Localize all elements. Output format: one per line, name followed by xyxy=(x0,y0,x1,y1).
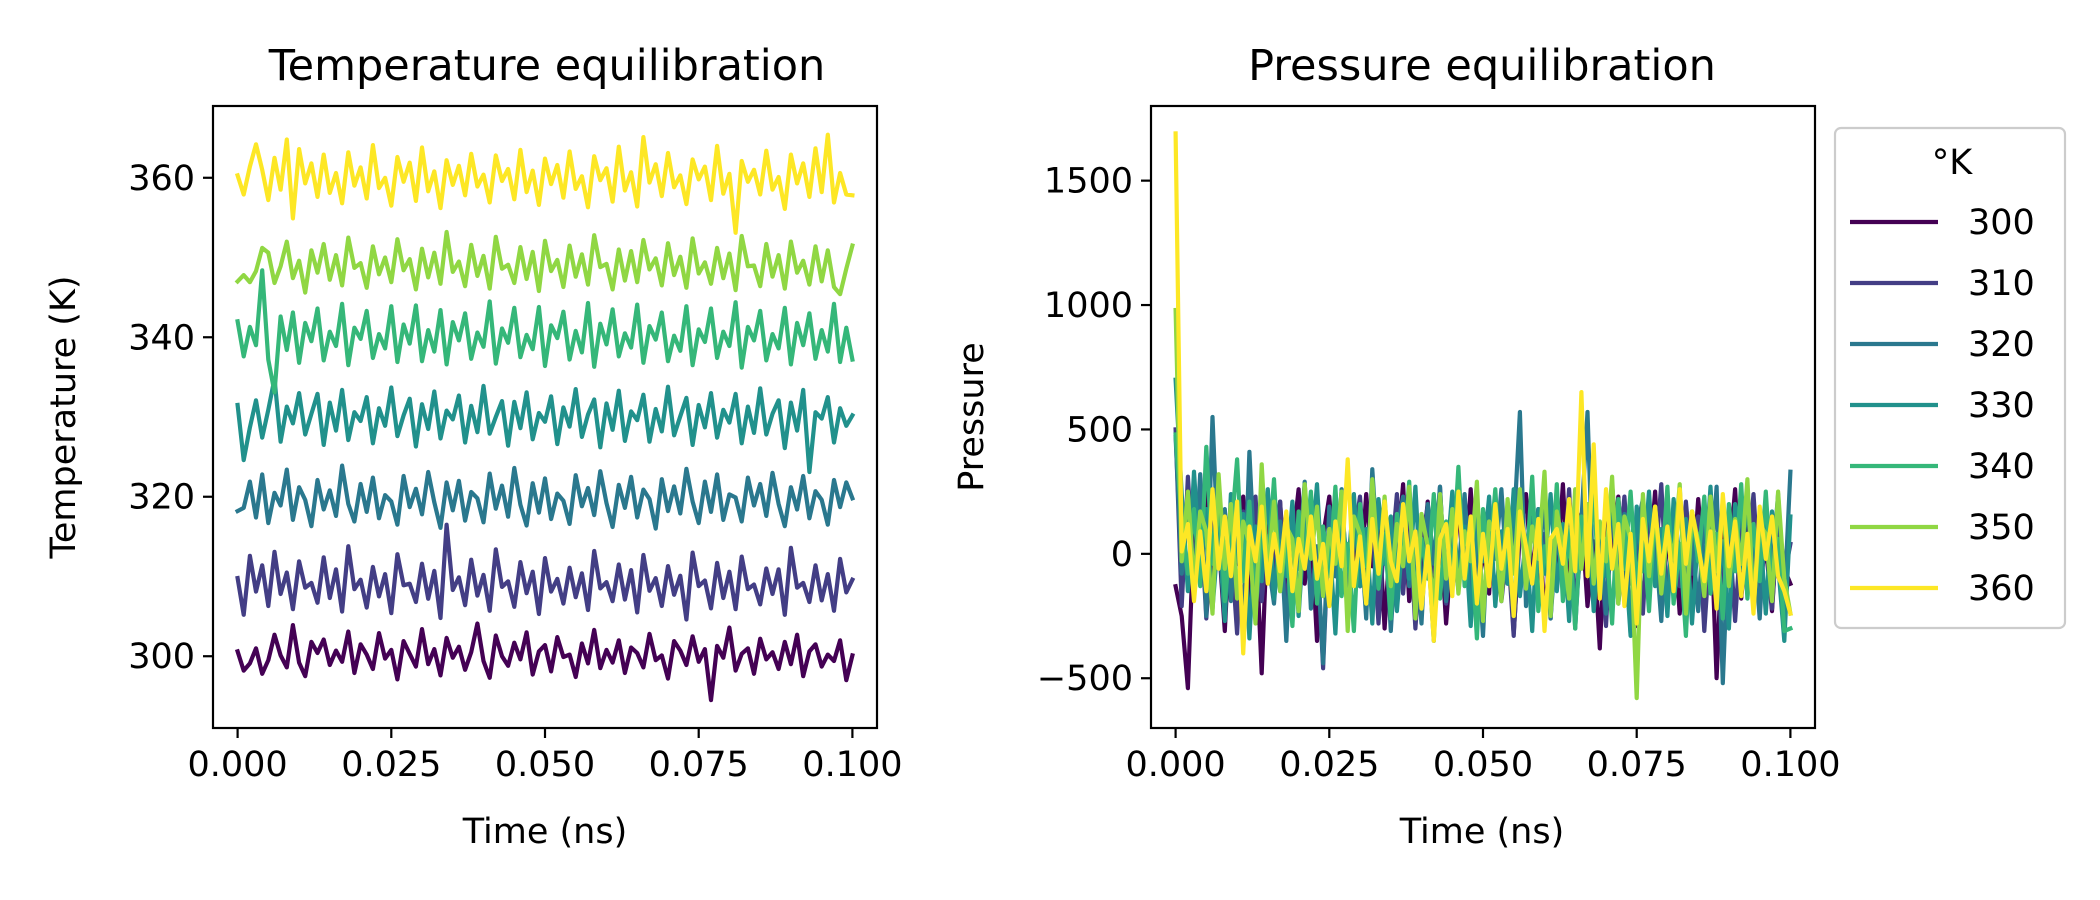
pressure-x-tick-label: 0.075 xyxy=(1587,745,1687,785)
temperature-series-line-310 xyxy=(235,522,856,622)
legend-title: °K xyxy=(1932,143,1974,183)
legend-label-340: 340 xyxy=(1968,447,2035,487)
legend-label-320: 320 xyxy=(1968,325,2035,365)
temperature-x-tick-label: 0.025 xyxy=(341,745,441,785)
pressure-x-tick-label: 0.100 xyxy=(1740,745,1840,785)
temperature-series-line-300 xyxy=(234,621,855,703)
temperature-plot-area xyxy=(234,132,856,703)
pressure-y-tick-label: 1000 xyxy=(1044,286,1133,326)
temperature-x-tick-label: 0.075 xyxy=(649,745,749,785)
legend-label-300: 300 xyxy=(1968,203,2035,243)
legend-label-360: 360 xyxy=(1968,569,2035,609)
pressure-y-axis-label: Pressure xyxy=(952,342,992,491)
temperature-y-tick-label: 300 xyxy=(128,637,195,677)
pressure-y-tick-label: 500 xyxy=(1066,410,1133,450)
pressure-panel: Pressure equilibration 0.000 0.025 0.050 0.… xyxy=(952,41,1841,852)
temperature-chart-title: Temperature equilibration xyxy=(268,41,826,91)
pressure-y-tick-label: 0 xyxy=(1111,535,1133,575)
temperature-series-line-320 xyxy=(234,463,856,531)
temperature-panel: Temperature equilibration 0.000 0.025 0.05… xyxy=(44,41,903,852)
legend-label-310: 310 xyxy=(1968,264,2035,304)
temperature-x-tick-label: 0.050 xyxy=(495,745,595,785)
temperature-x-tick-label: 0.000 xyxy=(187,745,287,785)
temperature-series-line-350 xyxy=(234,229,855,297)
pressure-x-axis-label: Time (ns) xyxy=(1399,812,1565,852)
legend-label-350: 350 xyxy=(1968,508,2035,548)
temperature-y-tick-label: 360 xyxy=(128,159,195,199)
legend-entries: 300 310 320 330 340 350 360 xyxy=(1850,203,2035,609)
temperature-y-tick-label: 340 xyxy=(128,318,195,358)
pressure-y-axis: −500 0 500 1000 1500 xyxy=(1037,162,1151,699)
legend: °K 300 310 320 330 340 350 360 xyxy=(1833,126,2067,630)
pressure-y-tick-label: −500 xyxy=(1037,659,1133,699)
temperature-series-line-330 xyxy=(235,376,856,475)
pressure-plot-area xyxy=(1173,131,1794,701)
temperature-y-axis: 300 320 340 360 xyxy=(128,159,213,677)
pressure-x-tick-label: 0.050 xyxy=(1433,745,1533,785)
pressure-x-tick-label: 0.000 xyxy=(1125,745,1225,785)
pressure-chart-title: Pressure equilibration xyxy=(1248,41,1716,91)
temperature-x-tick-label: 0.100 xyxy=(802,745,902,785)
pressure-x-tick-label: 0.025 xyxy=(1279,745,1379,785)
legend-box xyxy=(1833,126,2067,630)
temperature-series-line-340 xyxy=(235,268,855,395)
pressure-y-tick-label: 1500 xyxy=(1044,162,1133,202)
temperature-y-tick-label: 320 xyxy=(128,478,195,518)
pressure-series-line-360 xyxy=(1173,131,1793,656)
temperature-x-axis: 0.000 0.025 0.050 0.075 0.100 xyxy=(187,728,903,785)
legend-label-330: 330 xyxy=(1968,386,2035,426)
temperature-series-line-360 xyxy=(234,132,855,235)
temperature-y-axis-label: Temperature (K) xyxy=(44,275,84,559)
temperature-x-axis-label: Time (ns) xyxy=(462,812,628,852)
pressure-x-axis: 0.000 0.025 0.050 0.075 0.100 xyxy=(1125,728,1841,785)
